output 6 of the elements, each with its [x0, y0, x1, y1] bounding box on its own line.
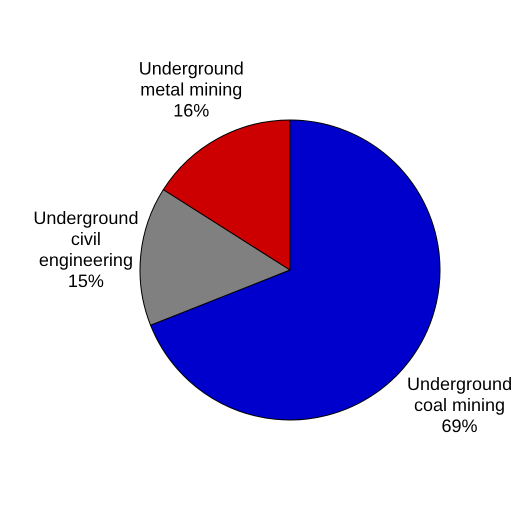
data-label: 69%	[442, 416, 478, 436]
slice-label: Underground coal mining	[407, 374, 512, 415]
slice-label: Underground civil engineering	[33, 208, 138, 270]
data-label: 15%	[68, 270, 104, 291]
slice-label: Underground metal mining	[138, 58, 244, 100]
data-label: 16%	[173, 100, 210, 120]
